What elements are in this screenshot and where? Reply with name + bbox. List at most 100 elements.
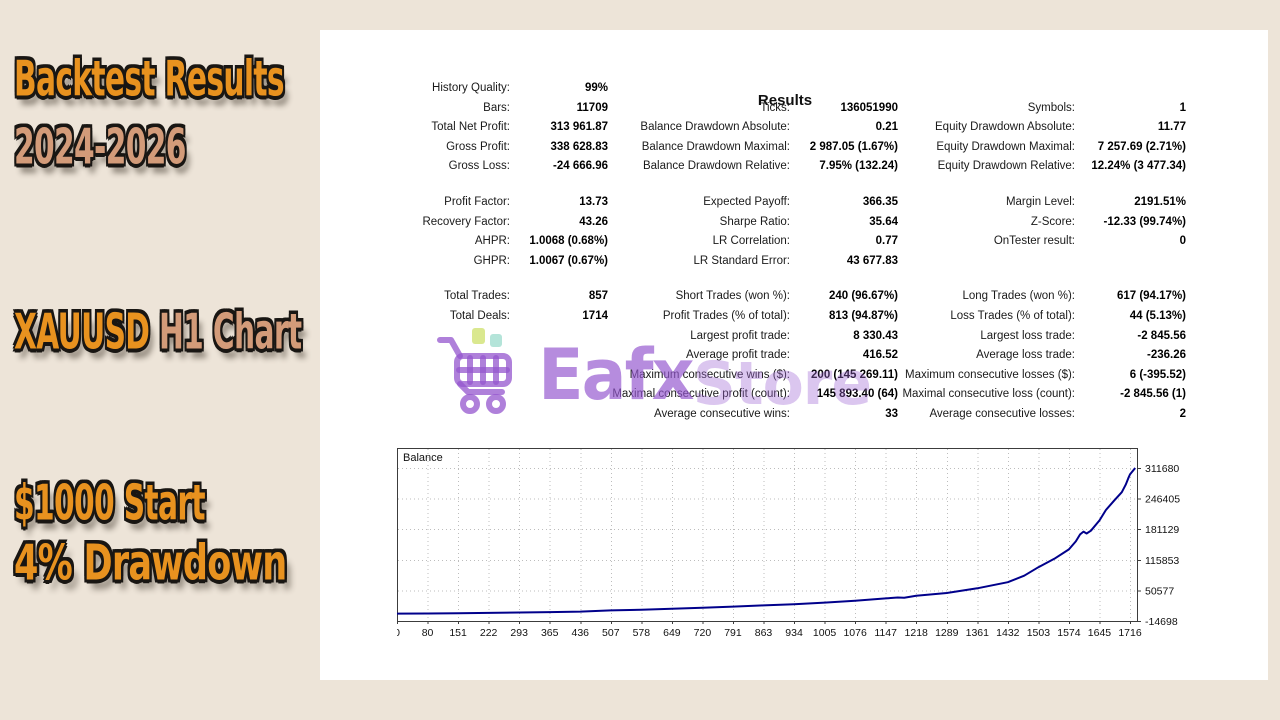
table-row: Total Net Profit: 313 961.87 Balance Drawd… [330,118,1186,138]
row-label: Largest profit trade: [690,329,790,342]
row-value: 813 (94.87%) [828,309,898,322]
x-axis-label: 863 [755,627,773,639]
balance-chart-svg: 0 80 151 222 293 365 436 507 578 649 720 791 863 934 1… [394,448,1180,639]
x-axis-label: 934 [785,627,803,639]
row-label: Equity Drawdown Maximal: [936,140,1075,153]
row-label: Ticks: [760,101,790,114]
row-label: Maximal consecutive profit (count): [612,388,790,401]
row-value: 8 330.43 [853,329,898,342]
row-value: 43 677.83 [846,254,898,267]
row-value [510,405,608,425]
x-axis-label: 1503 [1027,627,1051,639]
row-label: Symbols: [1027,101,1075,114]
row-value: -236.26 [1146,349,1186,362]
balance-chart: 0 80 151 222 293 365 436 507 578 649 720 791 863 934 1… [394,448,1217,665]
row-label [898,79,1075,99]
row-label: Balance Drawdown Relative: [642,160,790,173]
table-row: History Quality: 99% [330,79,1186,99]
row-value [510,346,608,366]
row-label: Maximum consecutive wins ($): [629,368,790,381]
y-axis-label: -14698 [1145,616,1178,628]
table-row: Average profit trade: 416.52 Average loss … [330,346,1186,366]
x-axis-label: 720 [694,627,712,639]
row-value: 7 257.69 (2.71%) [1097,140,1186,153]
row-label: AHPR: [474,235,510,248]
row-value: 0 [1179,235,1186,248]
row-value: 366.35 [862,195,898,208]
row-label [330,327,510,347]
row-value: -2 845.56 [1137,329,1186,342]
x-axis-label: 1076 [843,627,867,639]
row-label: Balance Drawdown Absolute: [640,121,790,134]
row-label: Profit Trades (% of total): [662,309,790,322]
y-axis-label: 246405 [1145,494,1180,506]
row-value: 12.24% (3 477.34) [1091,160,1186,173]
row-value: 33 [885,407,898,420]
row-value [510,385,608,405]
table-row: GHPR: 1.0067 (0.67%) LR Standard Error: 43 … [330,252,1186,272]
table-row: Gross Loss: -24 666.96 Balance Drawdown Re… [330,157,1186,177]
table-row: Average consecutive wins: 33 Average conse… [330,405,1186,425]
row-label: Average consecutive wins: [654,407,790,420]
x-axis-label: 1361 [966,627,990,639]
row-label [608,79,790,99]
table-gap [330,271,1186,287]
row-label: Equity Drawdown Relative: [937,160,1075,173]
table-row: Total Trades: 857 Short Trades (won %): 240… [330,287,1186,307]
row-value: -12.33 (99.74%) [1103,215,1186,228]
row-label [330,346,510,366]
row-label: Total Trades: [444,290,510,303]
row-value: 2 987.05 (1.67%) [809,140,898,153]
row-value: 7.95% (132.24) [819,160,898,173]
row-label: Average loss trade: [976,349,1075,362]
row-value: 617 (94.17%) [1116,290,1186,303]
row-label: Total Net Profit: [431,121,510,134]
row-value [1075,252,1186,272]
row-value [510,366,608,386]
x-axis-label: 1645 [1088,627,1112,639]
row-value: 0.77 [875,235,898,248]
row-value: 43.26 [579,215,608,228]
x-axis-label: 507 [602,627,620,639]
row-value: 0.21 [875,121,898,134]
promo-headline-years: 2024-2026 [14,118,186,176]
row-value: 145 893.40 (64) [816,388,898,401]
x-axis-label: 791 [724,627,742,639]
table-row: Maximum consecutive wins ($): 200 (145 26… [330,366,1186,386]
promo-headline-drawdown: 4% Drawdown [14,534,287,592]
row-label: Profit Factor: [444,195,510,208]
row-value: 35.64 [869,215,898,228]
y-axis-label: 311680 [1145,463,1179,475]
x-axis-label: 578 [633,627,651,639]
row-label: Average profit trade: [686,349,790,362]
x-axis-label: 1218 [905,627,929,639]
row-label [330,385,510,405]
row-value: 313 961.87 [550,121,608,134]
x-axis-label: 1574 [1057,627,1081,639]
row-label: Expected Payoff: [703,195,790,208]
row-label: OnTester result: [993,235,1075,248]
row-label: GHPR: [473,254,510,267]
row-value: 1714 [582,309,608,322]
row-value [790,79,898,99]
balance-line [396,467,1136,615]
row-value: 13.73 [579,195,608,208]
row-value: 200 (145 269.11) [811,368,898,381]
x-axis-label: 1716 [1118,627,1142,639]
row-label: Maximum consecutive losses ($): [905,368,1075,381]
table-gap [330,177,1186,193]
row-label [330,366,510,386]
y-axis-label: 50577 [1145,585,1174,597]
y-axis-label: 181129 [1145,524,1179,536]
row-label: Equity Drawdown Absolute: [935,121,1075,134]
row-value: 416.52 [862,349,898,362]
row-value: 857 [588,290,608,303]
row-label: Long Trades (won %): [962,290,1075,303]
row-label: Average consecutive losses: [929,407,1075,420]
row-value: 99% [584,82,608,94]
x-axis-label: 1289 [935,627,959,639]
row-value: 136051990 [840,101,898,114]
row-label: Gross Loss: [448,160,510,173]
row-label: Z-Score: [1030,215,1075,228]
